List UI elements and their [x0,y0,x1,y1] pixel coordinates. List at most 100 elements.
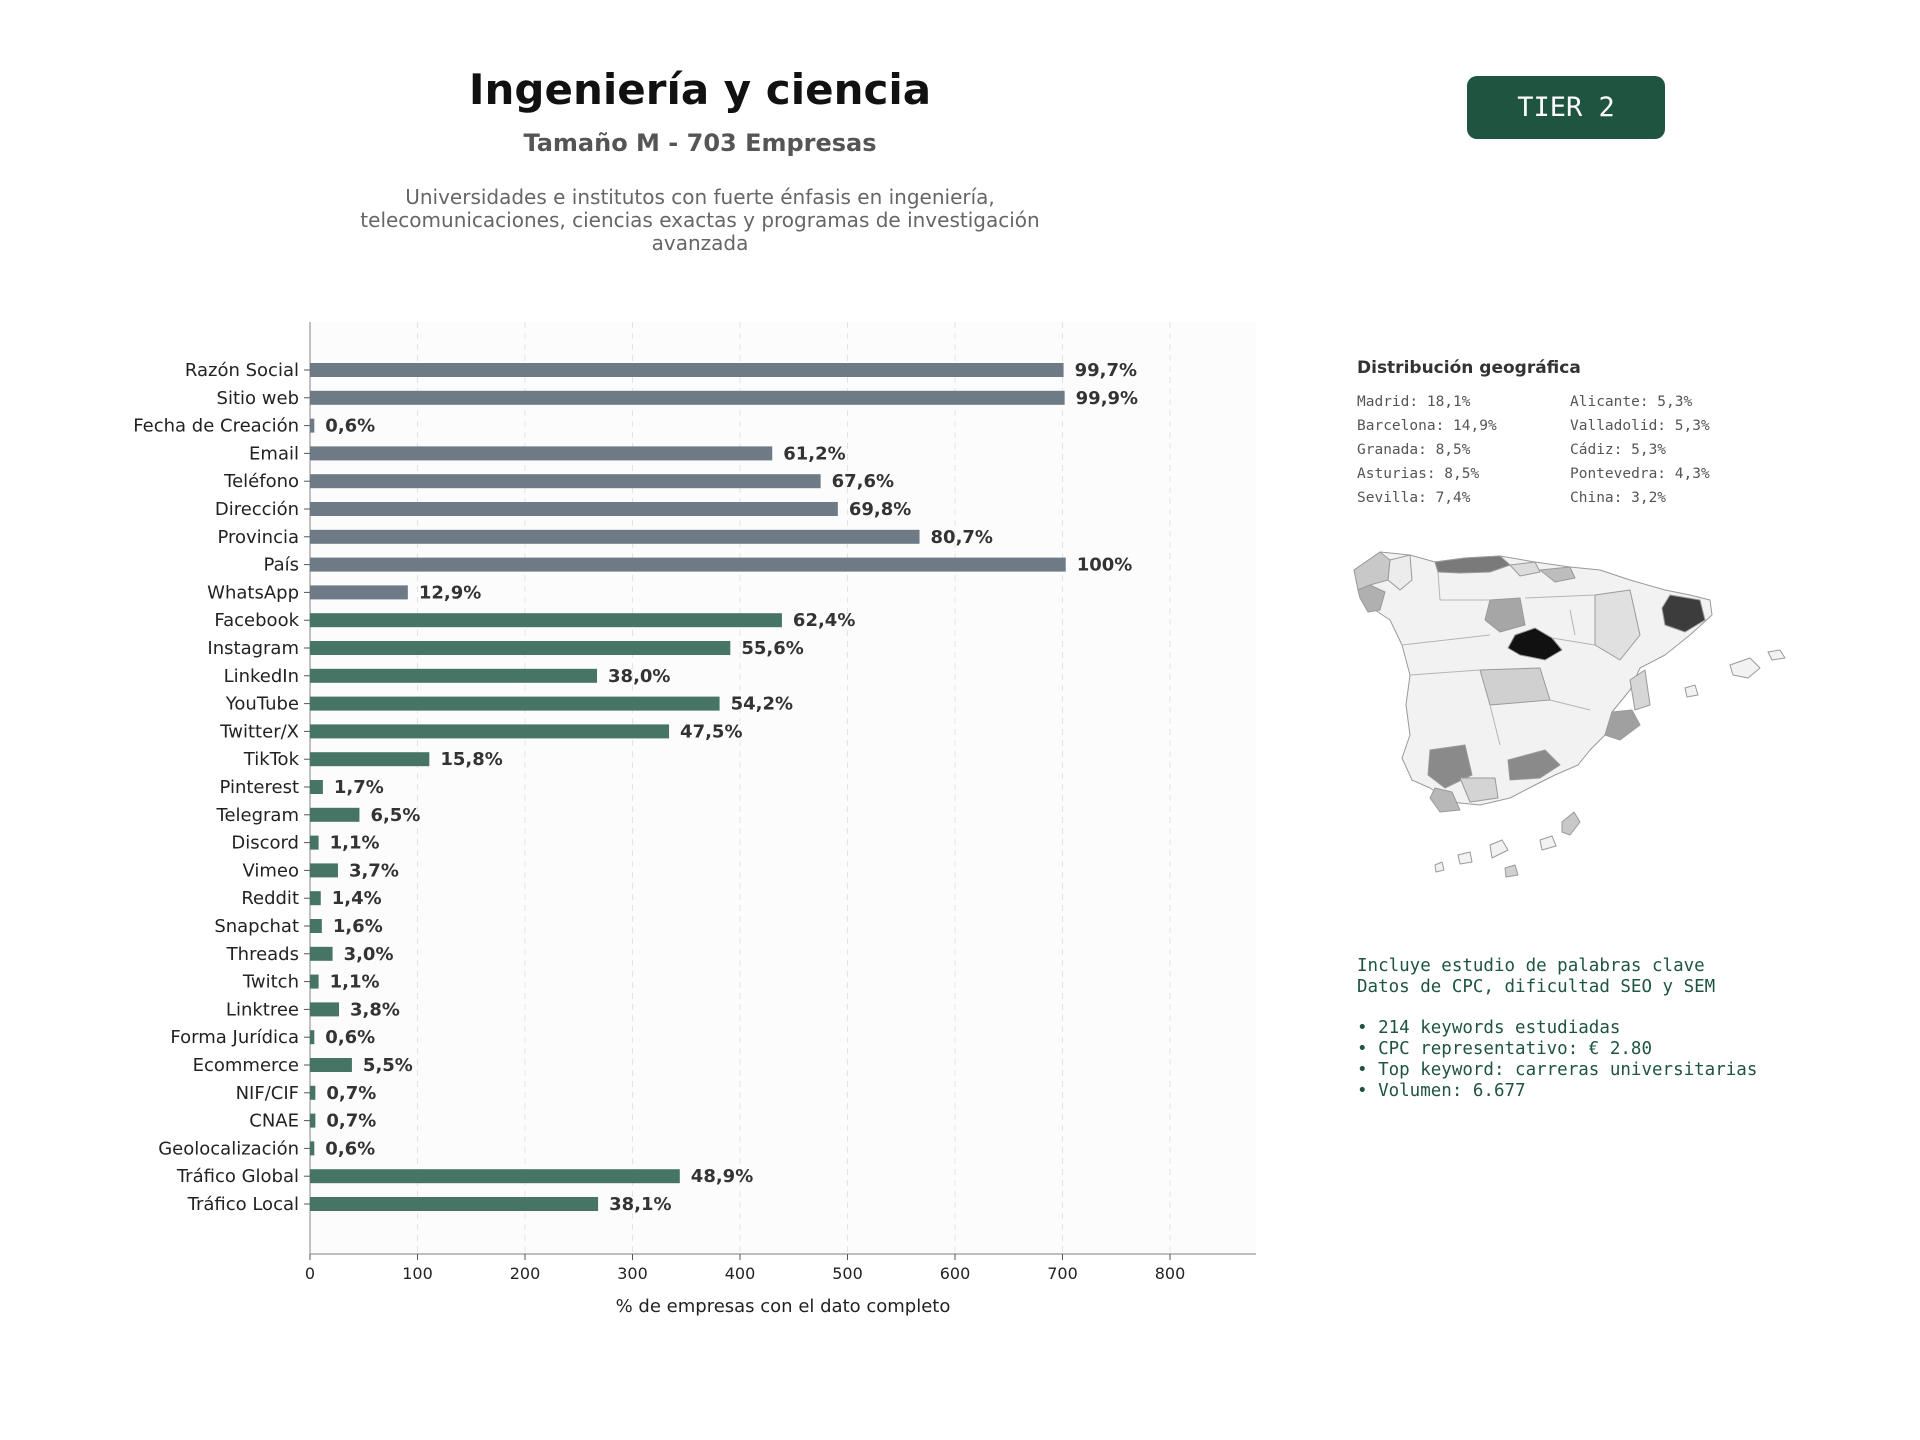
data-label: 0,6% [325,416,375,437]
keywords-bullet: • Volumen: 6.677 [1357,1081,1526,1101]
data-label: 54,2% [731,694,793,715]
completeness-bar-chart: 0 100 200 300 400 500 600 700 800 % de empresas c… [133,322,1256,1317]
map-region [1539,835,1557,851]
bar [310,1141,315,1156]
page-title: Ingeniería y ciencia [468,65,932,114]
data-label: 1,1% [330,972,380,993]
bar [310,1197,599,1211]
bar [310,557,1066,572]
page-subtitle: Tamaño M - 703 Empresas [523,129,877,157]
bar [310,668,598,683]
geo-item: Granada: 8,5% [1357,442,1471,458]
y-tick-label: Tráfico Global [176,1166,299,1187]
bar [310,529,920,544]
data-label: 3,7% [349,860,399,881]
bar [310,474,821,489]
data-label: 47,5% [680,721,742,742]
y-tick-label: Geolocalización [158,1138,299,1159]
y-tick-label: Ecommerce [193,1055,299,1076]
y-tick-label: Sitio web [217,388,299,409]
data-label: 69,8% [849,499,911,520]
x-tick-label: 800 [1155,1264,1186,1283]
spain-choropleth-map [1353,551,1786,878]
y-tick-label: Threads [226,944,299,965]
keywords-bullet: • 214 keywords estudiadas [1357,1018,1621,1038]
map-region [1767,649,1786,661]
data-label: 1,7% [334,777,384,798]
geo-list: Madrid: 18,1% Alicante: 5,3% Barcelona: … [1357,394,1877,506]
y-tick-label: País [264,555,299,576]
data-label: 80,7% [931,527,993,548]
geo-item: China: 3,2% [1570,490,1667,506]
map-region [1457,851,1473,865]
bar [310,752,430,767]
geo-item: Pontevedra: 4,3% [1570,466,1710,482]
map-region [1594,589,1641,661]
y-tick-label: Fecha de Creación [133,416,299,437]
bar [310,835,319,850]
map-region [1684,684,1699,698]
map-region [1561,811,1581,836]
bar [310,613,782,628]
data-label: 1,4% [332,888,382,909]
bar [310,1002,340,1017]
y-tick-label: Email [249,443,299,464]
data-label: 1,6% [333,916,383,937]
data-label: 67,6% [832,471,894,492]
bar [310,390,1065,405]
geo-title: Distribución geográfica [1357,358,1581,378]
bar [310,363,1064,377]
map-region [1357,584,1386,613]
keywords-line: Datos de CPC, dificultad SEO y SEM [1357,977,1716,997]
y-tick-label: Dirección [215,499,299,520]
map-region [1459,777,1499,803]
x-tick-label: 200 [510,1264,541,1283]
map-region [1661,594,1706,633]
data-label: 38,1% [609,1194,671,1215]
data-label: 62,4% [793,610,855,631]
map-region [1729,657,1761,679]
x-tick-label: 500 [832,1264,863,1283]
geo-item: Alicante: 5,3% [1570,394,1693,410]
bar [310,807,360,822]
y-tick-label: Forma Jurídica [170,1027,299,1048]
y-tick-label: WhatsApp [207,582,299,603]
keywords-line: Incluye estudio de palabras clave [1357,956,1705,976]
y-tick-label: Twitch [242,972,299,993]
data-label: 0,6% [325,1027,375,1048]
y-tick-label: Snapchat [214,916,299,937]
bar [310,418,315,433]
keywords-panel: Incluye estudio de palabras clave Datos … [1357,956,1877,1102]
bar [310,1058,352,1072]
map-region [1434,861,1445,873]
data-label: 38,0% [608,666,670,687]
y-tick-label: Tráfico Local [187,1194,299,1215]
y-tick-label: Linktree [226,999,299,1020]
bar [310,641,731,655]
y-tick-label: Pinterest [219,777,299,798]
bar [310,780,323,794]
x-tick-label: 700 [1047,1264,1078,1283]
geo-distribution-panel: Distribución geográfica Madrid: 18,1% Al… [1357,358,1877,506]
y-tick-label: CNAE [249,1111,299,1132]
data-label: 5,5% [363,1055,413,1076]
map-region [1507,627,1563,661]
geo-item: Asturias: 8,5% [1357,466,1480,482]
data-label: 55,6% [741,638,803,659]
data-label: 3,8% [350,999,400,1020]
bar [310,724,670,739]
geo-item: Madrid: 18,1% [1357,394,1471,410]
map-region [1479,667,1551,706]
map-region [1504,864,1519,878]
x-tick-label: 0 [305,1264,315,1283]
map-region [1427,744,1473,789]
data-label: 0,7% [326,1083,376,1104]
map-region [1629,669,1651,711]
bar [310,585,408,600]
y-tick-label: Teléfono [223,471,299,492]
bar [310,446,773,461]
keywords-bullet: • CPC representativo: € 2.80 [1357,1039,1653,1059]
map-region [1489,839,1509,859]
data-label: 3,0% [344,944,394,965]
page-description: Universidades e institutos con fuerte én… [360,185,1040,255]
